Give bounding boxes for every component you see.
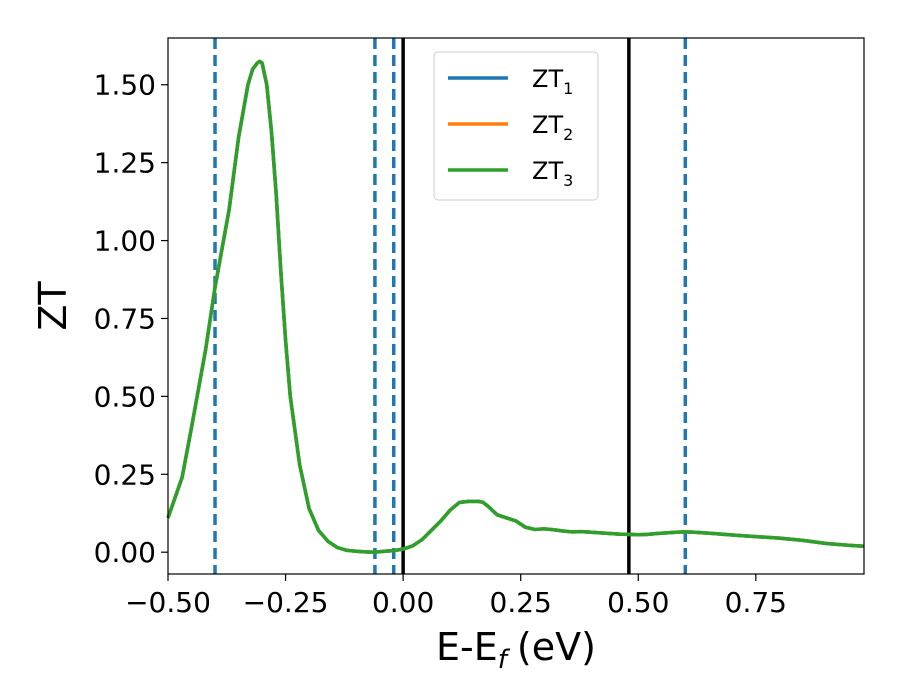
y-tick-label: 1.00 <box>94 225 156 258</box>
y-tick-label: 0.50 <box>94 380 156 413</box>
y-tick-label: 1.25 <box>94 147 156 180</box>
x-axis-title-subscript: f <box>498 645 511 675</box>
legend-frame <box>433 51 599 201</box>
y-tick-label: 0.25 <box>94 458 156 491</box>
x-axis-ticks: −0.50 −0.25 0.00 0.25 0.50 0.75 <box>125 574 787 619</box>
legend-label-zt3: ZT3 <box>532 157 573 190</box>
legend-label-main: ZT <box>532 157 563 185</box>
legend-label-subscript: 1 <box>563 79 573 98</box>
legend-label-main: ZT <box>532 111 563 139</box>
plot-frame <box>167 37 865 575</box>
y-tick-label: 0.75 <box>94 302 156 335</box>
y-axis-ticks: 0.00 0.25 0.50 0.75 1.00 1.25 1.50 <box>94 69 168 569</box>
x-axis-title-main: E-E <box>436 625 498 669</box>
legend-label-zt1: ZT1 <box>532 65 573 98</box>
legend-label-zt2: ZT2 <box>532 111 573 144</box>
legend-label-subscript: 3 <box>563 171 573 190</box>
legend-label-main: ZT <box>532 65 563 93</box>
x-tick-label: 0.25 <box>490 586 552 619</box>
reference-lines <box>213 38 688 574</box>
x-tick-label: 0.75 <box>725 586 787 619</box>
y-axis-title: ZT <box>31 281 75 331</box>
series-lines <box>166 59 865 554</box>
y-tick-label: 0.00 <box>94 536 156 569</box>
legend-label-subscript: 2 <box>563 125 573 144</box>
y-tick-label: 1.50 <box>94 69 156 102</box>
x-tick-label: 0.50 <box>607 586 669 619</box>
x-tick-label: 0.00 <box>372 586 434 619</box>
x-axis-title-unit: (eV) <box>517 625 596 669</box>
x-tick-label: −0.50 <box>125 586 211 619</box>
x-axis-title: E-Ef (eV) <box>436 625 596 675</box>
series-line-zt3 <box>166 59 865 554</box>
x-tick-label: −0.25 <box>243 586 329 619</box>
